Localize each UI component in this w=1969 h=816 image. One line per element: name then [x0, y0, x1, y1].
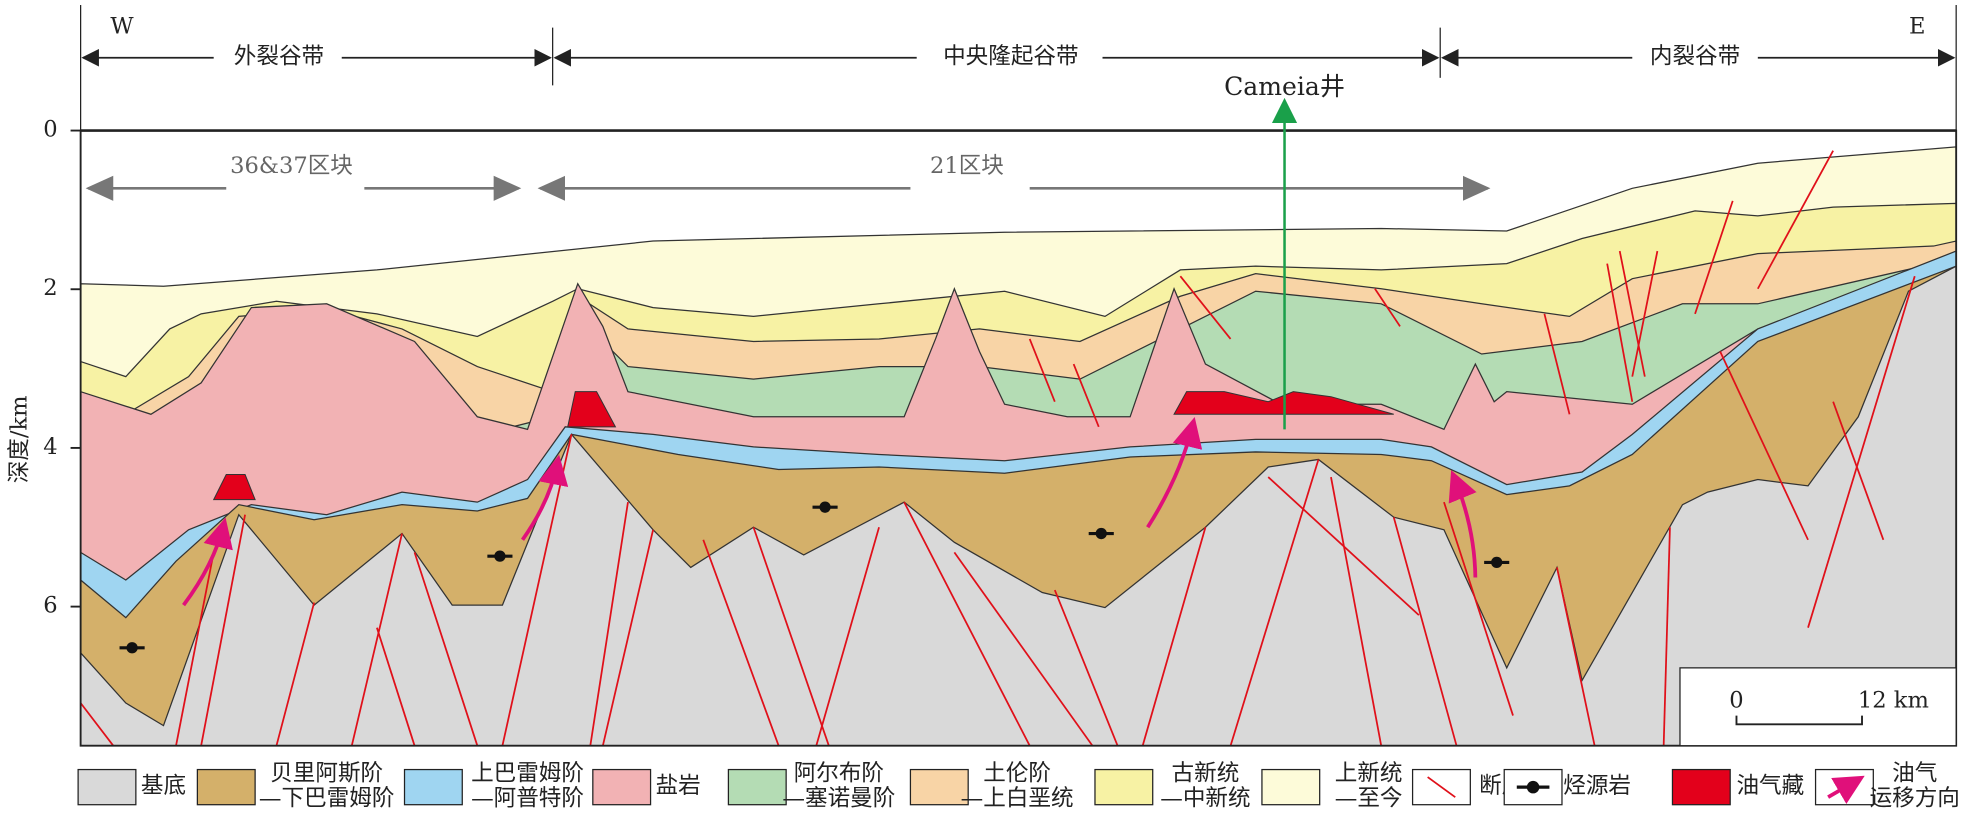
block-label: 36&37区块	[230, 153, 353, 179]
legend-label: —中新统	[1160, 786, 1250, 812]
source-rock	[494, 550, 506, 562]
fault	[1443, 501, 1514, 716]
legend-swatch	[592, 768, 652, 806]
fault	[1179, 275, 1232, 340]
legend-label: 上巴雷姆阶	[471, 761, 584, 787]
fault	[953, 551, 1094, 746]
scale-box	[1679, 667, 1957, 747]
legend-label: —阿普特阶	[471, 786, 584, 812]
depth-tick-label: 4	[43, 434, 57, 460]
legend-label: 土伦阶	[983, 761, 1051, 787]
west-label: W	[110, 14, 134, 40]
fault	[702, 539, 780, 746]
fault	[1832, 401, 1885, 541]
legend-label: 古新统	[1172, 761, 1240, 787]
fault	[1229, 459, 1320, 746]
fault	[1141, 527, 1207, 746]
fault	[200, 514, 246, 746]
legend-label: 烃源岩	[1563, 773, 1631, 799]
migration-arrow	[182, 517, 233, 607]
legend-label: —上白垩统	[961, 786, 1074, 812]
fault	[275, 602, 315, 746]
scale-end: 12 km	[1858, 688, 1929, 714]
fault	[80, 702, 114, 746]
migration-arrow	[1146, 417, 1203, 529]
fault	[1606, 263, 1634, 402]
fault	[1374, 288, 1401, 327]
scale-bar	[1735, 715, 1863, 726]
fault	[1392, 516, 1458, 746]
fault	[1053, 589, 1119, 746]
depth-tick-label: 0	[43, 117, 57, 143]
well-label: Cameia井	[1224, 72, 1345, 101]
fault	[175, 552, 215, 746]
block-label: 21区块	[930, 153, 1004, 179]
legend-label: —塞诺曼阶	[782, 786, 895, 812]
fault	[1719, 351, 1809, 541]
legend-swatch	[403, 768, 463, 806]
depth-tick-label: 6	[43, 593, 57, 619]
fault	[1543, 313, 1571, 415]
source-rock	[126, 642, 138, 654]
legend: 基底 贝里阿斯阶—下巴雷姆阶 上巴雷姆阶—阿普特阶 盐岩 阿尔布阶—塞诺曼阶 土伦阶—上白…	[77, 761, 1960, 812]
legend-swatch	[909, 768, 969, 806]
legend-swatch	[1094, 768, 1154, 806]
fault	[1757, 150, 1834, 290]
east-label: E	[1909, 14, 1925, 40]
fault	[413, 552, 479, 746]
depth-tick-label: 2	[43, 275, 57, 301]
fault	[752, 526, 830, 746]
fault	[1694, 200, 1734, 315]
fault	[1618, 250, 1646, 377]
legend-label: 上新统	[1335, 761, 1403, 787]
fault	[1330, 476, 1383, 746]
fault	[350, 533, 403, 746]
fault	[1556, 567, 1596, 746]
legend-label: 阿尔布阶	[794, 761, 884, 787]
fault	[903, 501, 1031, 746]
legend-source	[1526, 780, 1540, 794]
legend-label: 油气	[1892, 761, 1937, 787]
source-rock	[1095, 527, 1107, 540]
section	[80, 130, 1957, 746]
migration-arrow	[1448, 470, 1478, 578]
legend-label: 运移方向	[1870, 786, 1960, 812]
legend-label: 油气藏	[1736, 773, 1804, 799]
legend-swatch	[1671, 768, 1731, 806]
fault	[589, 502, 629, 746]
legend-swatch	[196, 768, 256, 806]
zone-label: 内裂谷带	[1650, 44, 1740, 70]
fault	[815, 527, 880, 746]
legend-label: —至今	[1335, 786, 1403, 812]
source-rock	[1491, 556, 1503, 569]
legend-swatch	[727, 768, 787, 806]
oil-reservoir	[567, 391, 617, 428]
legend-label: 盐岩	[656, 773, 701, 799]
fault	[1662, 527, 1671, 746]
source-rock	[819, 501, 831, 513]
legend-migration	[1827, 775, 1865, 804]
legend-label: 贝里阿斯阶	[270, 761, 383, 787]
legend-label: 基底	[141, 773, 186, 799]
legend-label: —下巴雷姆阶	[259, 786, 394, 812]
fault	[1028, 338, 1056, 403]
zone-label: 中央隆起谷带	[943, 44, 1078, 70]
legend-fault	[1427, 776, 1456, 798]
migration-arrow	[520, 454, 569, 541]
legend-swatch	[77, 768, 137, 806]
fault	[376, 627, 416, 746]
depth-axis-label: 深度/km	[6, 395, 32, 483]
fault	[1631, 250, 1659, 377]
fault	[1807, 275, 1916, 628]
zone-label: 外裂谷带	[234, 44, 324, 70]
fault	[1072, 363, 1100, 428]
well-arrowhead	[1271, 97, 1298, 124]
oil-reservoir	[212, 474, 256, 501]
scale-start: 0	[1729, 688, 1743, 714]
legend-swatch	[1261, 768, 1321, 806]
basement	[80, 265, 1957, 746]
fault	[602, 529, 654, 746]
